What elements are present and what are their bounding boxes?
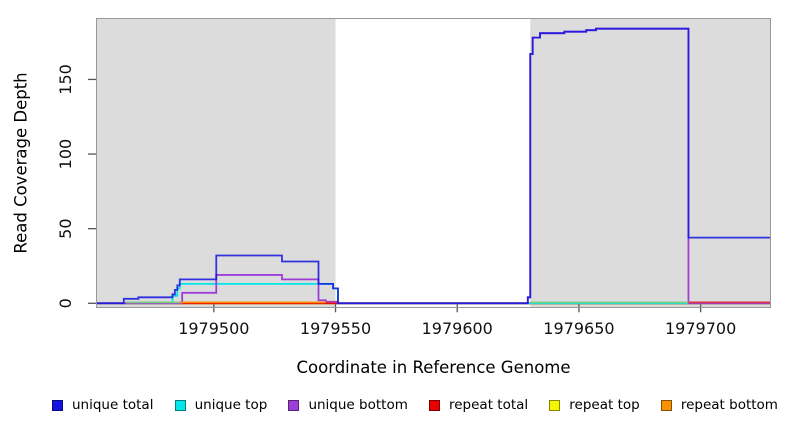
legend-swatch-icon bbox=[52, 399, 63, 411]
y-tick-label: 150 bbox=[56, 64, 75, 95]
legend-label: unique top bbox=[194, 397, 268, 413]
legend-label: unique total bbox=[72, 397, 154, 413]
legend-swatch-icon bbox=[174, 399, 186, 411]
legend-swatch-icon bbox=[288, 399, 300, 411]
legend-swatch-icon bbox=[549, 399, 561, 411]
legend-label: unique bottom bbox=[308, 397, 408, 413]
legend-item-unique-top: unique top bbox=[174, 397, 268, 413]
shaded-region bbox=[530, 19, 770, 307]
x-axis-title: Coordinate in Reference Genome bbox=[296, 358, 571, 377]
legend-swatch-icon bbox=[428, 399, 440, 411]
legend-item-repeat-total: repeat total bbox=[428, 397, 529, 413]
plot-area: 1979500 1979550 1979600 1979650 1979700 0 50 10… bbox=[56, 18, 771, 338]
legend-item-repeat-bottom: repeat bottom bbox=[660, 397, 778, 413]
x-tick-label: 1979700 bbox=[665, 319, 736, 338]
x-tick-label: 1979500 bbox=[178, 319, 249, 338]
y-tick-label: 50 bbox=[56, 218, 75, 238]
legend-item-repeat-top: repeat top bbox=[549, 397, 640, 413]
legend-item-unique-total: unique total bbox=[52, 397, 153, 413]
series-unique-total bbox=[97, 27, 770, 305]
x-tick-label: 1979650 bbox=[543, 319, 614, 338]
legend-label: repeat top bbox=[569, 397, 640, 413]
legend: unique total unique top unique bottom repea… bbox=[0, 397, 792, 413]
legend-label: repeat total bbox=[448, 397, 529, 413]
legend-swatch-icon bbox=[660, 399, 672, 411]
x-tick-label: 1979550 bbox=[300, 319, 371, 338]
legend-label: repeat bottom bbox=[680, 397, 778, 413]
panel-border bbox=[96, 18, 771, 308]
legend-item-unique-bottom: unique bottom bbox=[288, 397, 408, 413]
y-tick-label: 0 bbox=[56, 298, 75, 308]
y-tick-label: 100 bbox=[56, 139, 75, 170]
x-tick-label: 1979600 bbox=[422, 319, 493, 338]
